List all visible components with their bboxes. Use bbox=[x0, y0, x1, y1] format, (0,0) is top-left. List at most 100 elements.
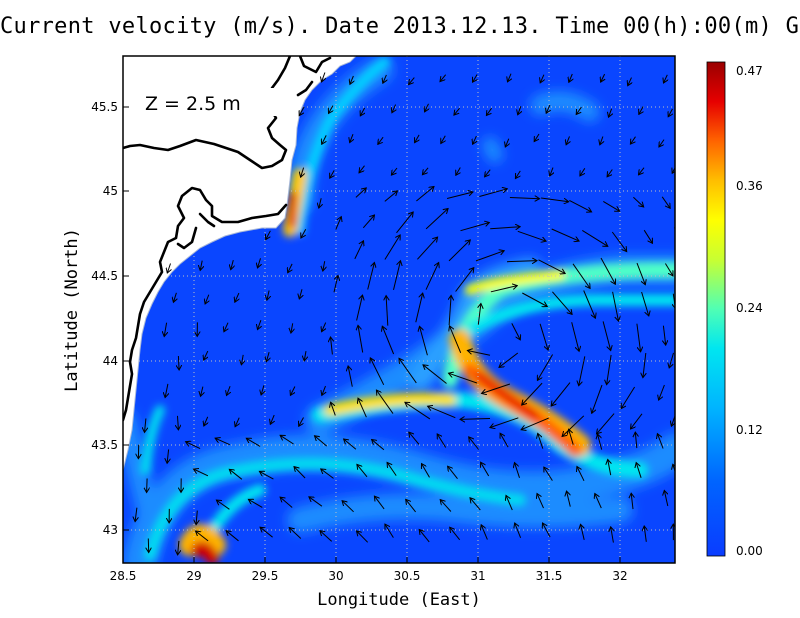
velocity-arrow bbox=[448, 466, 458, 480]
velocity-arrow bbox=[486, 107, 493, 115]
velocity-arrow bbox=[673, 464, 675, 473]
velocity-arrow bbox=[473, 74, 478, 83]
velocity-arrow bbox=[200, 260, 202, 271]
velocity-arrow bbox=[367, 263, 375, 290]
colorbar-tick-label: 0.47 bbox=[736, 64, 763, 78]
coastline bbox=[123, 56, 332, 422]
velocity-arrow bbox=[460, 419, 491, 420]
velocity-arrow bbox=[440, 74, 447, 82]
velocity-arrow bbox=[227, 386, 231, 395]
velocity-arrow bbox=[299, 106, 305, 116]
velocity-arrow bbox=[509, 198, 540, 199]
velocity-arrow bbox=[522, 292, 547, 307]
velocity-arrow bbox=[621, 386, 636, 409]
velocity-arrow bbox=[409, 77, 415, 85]
velocity-arrow bbox=[609, 108, 612, 118]
depth-label-bg bbox=[140, 88, 280, 116]
velocity-arrow bbox=[515, 170, 521, 179]
velocity-arrow bbox=[643, 352, 646, 378]
velocity-arrow bbox=[663, 325, 665, 345]
velocity-arrow bbox=[354, 241, 364, 260]
velocity-arrow bbox=[567, 491, 571, 507]
velocity-arrow bbox=[601, 73, 605, 82]
velocity-arrow bbox=[631, 493, 633, 510]
velocity-arrow bbox=[382, 326, 395, 355]
velocity-arrow bbox=[508, 73, 512, 82]
y-tick-label: 43 bbox=[103, 523, 118, 537]
velocity-arrow bbox=[405, 402, 431, 420]
velocity-arrow bbox=[235, 417, 239, 427]
velocity-arrow bbox=[641, 291, 649, 316]
velocity-arrow bbox=[569, 199, 591, 212]
velocity-arrow bbox=[455, 268, 474, 292]
velocity-arrow bbox=[270, 414, 274, 424]
y-tick-label: 45 bbox=[103, 184, 118, 198]
x-tick-label: 31.5 bbox=[536, 569, 563, 583]
velocity-arrow bbox=[258, 320, 261, 329]
velocity-arrow bbox=[540, 74, 544, 83]
velocity-arrow bbox=[551, 382, 571, 406]
velocity-arrow bbox=[196, 510, 197, 525]
velocity-arrow bbox=[576, 106, 582, 114]
velocity-arrow bbox=[659, 384, 665, 400]
velocity-arrow bbox=[417, 237, 437, 260]
velocity-arrow bbox=[537, 494, 544, 509]
velocity-arrow bbox=[583, 290, 596, 319]
velocity-arrow bbox=[224, 322, 228, 332]
velocity-arrow bbox=[216, 500, 230, 510]
velocity-arrow bbox=[475, 251, 504, 262]
velocity-arrow bbox=[538, 259, 566, 274]
velocity-arrow bbox=[415, 293, 423, 323]
velocity-arrow bbox=[391, 167, 398, 175]
velocity-arrow bbox=[396, 212, 414, 234]
y-tick-label: 44 bbox=[103, 354, 118, 368]
velocity-arrow bbox=[196, 531, 209, 542]
x-tick-label: 31 bbox=[470, 569, 485, 583]
y-axis: 43 43.5 44 44.5 45 45.5 bbox=[91, 100, 129, 537]
velocity-arrow bbox=[241, 354, 243, 365]
velocity-arrow bbox=[633, 196, 643, 207]
velocity-arrow bbox=[631, 413, 643, 429]
velocity-arrow bbox=[473, 135, 477, 144]
velocity-arrow bbox=[261, 385, 264, 395]
velocity-arrow bbox=[135, 507, 137, 522]
velocity-arrow bbox=[482, 383, 511, 394]
velocity-arrow bbox=[664, 74, 668, 83]
velocity-arrow bbox=[636, 262, 645, 285]
velocity-arrow bbox=[521, 417, 549, 430]
velocity-arrow bbox=[335, 217, 342, 230]
velocity-arrow bbox=[669, 352, 674, 368]
velocity-arrow bbox=[630, 136, 636, 144]
velocity-arrow bbox=[385, 524, 394, 538]
velocity-arrow bbox=[420, 326, 428, 356]
velocity-arrow bbox=[635, 432, 637, 449]
velocity-arrow bbox=[320, 531, 333, 542]
velocity-arrow bbox=[304, 351, 306, 361]
velocity-arrow bbox=[572, 263, 590, 289]
velocity-arrows bbox=[135, 72, 675, 555]
velocity-arrow bbox=[450, 527, 461, 541]
velocity-arrow bbox=[537, 354, 554, 381]
velocity-arrow bbox=[582, 229, 608, 246]
velocity-arrow bbox=[226, 531, 239, 542]
velocity-arrow bbox=[644, 526, 646, 542]
velocity-arrow bbox=[178, 355, 179, 370]
velocity-arrow bbox=[323, 261, 325, 271]
velocity-arrow bbox=[467, 351, 491, 356]
velocity-arrow bbox=[595, 494, 602, 509]
velocity-arrow bbox=[639, 106, 643, 115]
x-axis-label: Longitude (East) bbox=[317, 590, 481, 610]
velocity-arrow bbox=[515, 523, 522, 538]
velocity-arrow bbox=[639, 167, 645, 175]
velocity-arrow bbox=[204, 350, 208, 360]
velocity-arrow bbox=[425, 263, 439, 290]
velocity-arrow bbox=[425, 209, 448, 230]
velocity-arrow bbox=[360, 107, 364, 116]
velocity-arrow bbox=[280, 497, 293, 508]
plot-frame bbox=[122, 55, 676, 564]
velocity-arrow bbox=[392, 104, 396, 113]
velocity-arrow bbox=[178, 540, 179, 555]
velocity-arrow bbox=[490, 227, 520, 229]
velocity-arrow bbox=[267, 290, 269, 301]
